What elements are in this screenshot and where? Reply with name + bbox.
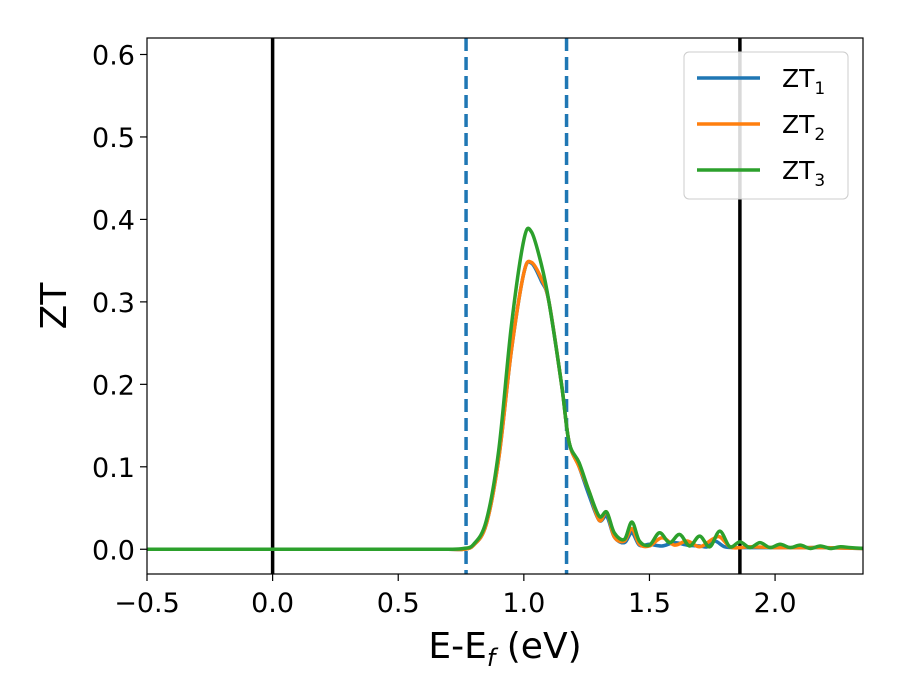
x-tick-label: 1.5 <box>628 588 671 619</box>
series-layer <box>147 226 863 552</box>
x-tick-label: 0.5 <box>377 588 420 619</box>
legend: ZT1 ZT2 ZT3 <box>683 51 849 200</box>
legend-label-zt1: ZT1 <box>782 64 825 99</box>
y-axis: 0.0 0.1 0.2 0.3 0.4 0.5 0.6 <box>92 40 147 566</box>
y-tick-label: 0.6 <box>92 40 135 71</box>
y-axis-label: ZT <box>34 282 75 330</box>
y-tick-label: 0.0 <box>92 535 135 566</box>
x-axis-label: E-Ef (eV) <box>428 626 581 672</box>
x-tick-label: −0.5 <box>114 588 180 619</box>
legend-box <box>683 51 849 200</box>
legend-label-zt2: ZT2 <box>782 110 825 145</box>
y-tick-label: 0.5 <box>92 123 135 154</box>
y-tick-label: 0.3 <box>92 288 135 319</box>
series-line-zt3 <box>147 226 863 552</box>
plot-frame <box>146 37 864 575</box>
x-tick-label: 0.0 <box>251 588 294 619</box>
x-axis-label-unit: (eV) <box>495 626 581 667</box>
legend-label-zt3: ZT3 <box>782 156 825 191</box>
x-tick-label: 2.0 <box>754 588 797 619</box>
x-axis-label-main: E-E <box>428 626 486 667</box>
y-tick-label: 0.2 <box>92 370 135 401</box>
y-tick-label: 0.1 <box>92 453 135 484</box>
x-tick-label: 1.0 <box>502 588 545 619</box>
x-axis: −0.5 0.0 0.5 1.0 1.5 2.0 <box>114 574 797 619</box>
y-tick-label: 0.4 <box>92 205 135 236</box>
